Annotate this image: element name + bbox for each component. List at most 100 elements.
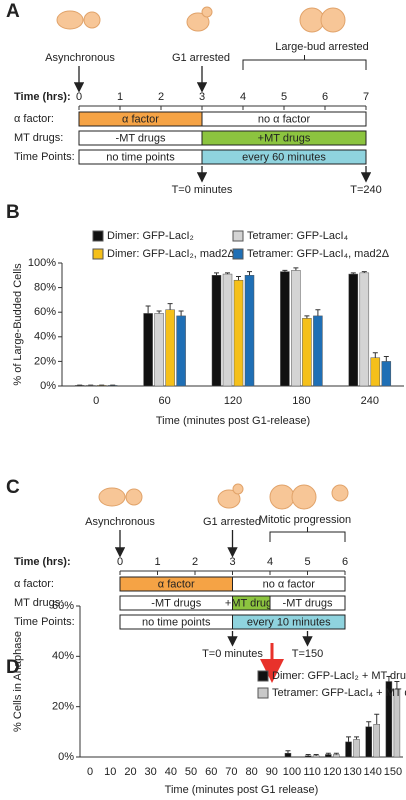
- y-tick-label: 40%: [34, 331, 56, 343]
- bar: [345, 741, 352, 758]
- row-label: MT drugs:: [14, 132, 63, 144]
- error-bar: [305, 753, 311, 756]
- x-tick-label: 130: [343, 766, 361, 778]
- x-tick-label: 60: [205, 766, 217, 778]
- error-bar: [313, 753, 319, 756]
- error-bar: [333, 752, 339, 755]
- hour-label: 2: [192, 556, 198, 568]
- time-mark: T=0 minutes: [202, 648, 263, 660]
- hour-label: 0: [76, 91, 82, 103]
- bar: [365, 726, 372, 758]
- x-tick-label: 0: [87, 766, 93, 778]
- legend-swatch: [232, 230, 244, 242]
- segment: [269, 595, 346, 611]
- legend-label: Dimer: GFP-LacI₂, mad2Δ: [107, 248, 235, 260]
- bar: [370, 357, 381, 387]
- error-bar: [214, 272, 219, 276]
- x-tick-label: 50: [185, 766, 197, 778]
- bar: [313, 315, 323, 387]
- y-axis-title: % Cells in Anaphase: [12, 631, 24, 732]
- segment-label: -MT drugs: [151, 597, 201, 609]
- legend-label: Tetramer: GFP-LacI₄, mad2Δ: [247, 248, 390, 260]
- x-tick-label: 0: [93, 395, 99, 407]
- error-bar: [304, 315, 310, 319]
- error-bar: [386, 675, 392, 682]
- x-tick-label: 20: [124, 766, 136, 778]
- bar: [222, 273, 233, 387]
- legend-label: Dimer: GFP-LacI₂ + MT drugs: [272, 670, 406, 682]
- bar: [154, 313, 164, 387]
- legend-swatch: [92, 230, 104, 242]
- error-bar: [293, 267, 299, 271]
- bracket: [242, 55, 367, 70]
- hour-label: 4: [267, 556, 273, 568]
- hour-label: 3: [199, 91, 205, 103]
- x-tick-label: 240: [361, 395, 379, 407]
- stage-label: Large-bud arrested: [275, 41, 369, 53]
- y-tick-label: 20%: [34, 355, 56, 367]
- x-tick-label: 40: [165, 766, 177, 778]
- segment-label: no α factor: [263, 578, 316, 590]
- error-bar: [366, 721, 372, 727]
- time-label: Time (hrs):: [14, 556, 71, 568]
- x-tick-label: 70: [225, 766, 237, 778]
- hour-label: 1: [154, 556, 160, 568]
- row-label: Time Points:: [14, 616, 75, 628]
- x-axis-title: Time (minutes post G1 release): [165, 784, 319, 796]
- x-tick-label: 120: [224, 395, 242, 407]
- bar: [165, 309, 175, 387]
- legend-swatch: [257, 670, 269, 682]
- bar: [359, 272, 370, 387]
- segment-label: every 60 minutes: [242, 151, 326, 163]
- y-tick-label: 40%: [52, 650, 74, 662]
- segment-label: α factor: [158, 578, 195, 590]
- segment: [201, 130, 367, 146]
- time-mark: T=240: [350, 184, 382, 196]
- y-tick-label: 0%: [40, 380, 56, 392]
- panel-label: D: [6, 657, 20, 678]
- row-label: α factor:: [14, 113, 54, 125]
- error-bar: [325, 752, 331, 755]
- x-tick-label: 140: [364, 766, 382, 778]
- row-label: MT drugs:: [14, 597, 63, 609]
- bar: [353, 739, 360, 758]
- bar: [302, 318, 312, 387]
- error-bar: [361, 271, 367, 273]
- bar: [176, 315, 186, 387]
- segment: [232, 614, 346, 630]
- panel-label: A: [6, 1, 20, 22]
- bar: [244, 275, 255, 387]
- error-bar: [374, 713, 380, 725]
- y-tick-label: 60%: [52, 600, 74, 612]
- bar: [393, 688, 401, 758]
- stage-label: G1 arrested: [172, 52, 230, 64]
- error-bar: [350, 272, 356, 275]
- time-mark: T=0 minutes: [172, 184, 233, 196]
- bar: [348, 273, 359, 387]
- error-bar: [394, 681, 400, 690]
- error-bar: [315, 309, 321, 316]
- x-tick-label: 10: [104, 766, 116, 778]
- hour-label: 2: [158, 91, 164, 103]
- x-axis-title: Time (minutes post G1-release): [156, 415, 310, 427]
- segment-label: no time points: [106, 151, 175, 163]
- error-bar: [167, 303, 173, 310]
- legend-label: Tetramer: GFP-LacI₄ + MT drugs: [272, 687, 406, 699]
- x-tick-label: 150: [384, 766, 402, 778]
- error-bar: [236, 276, 241, 281]
- panel-label: C: [6, 477, 20, 498]
- y-tick-label: 20%: [52, 701, 74, 713]
- error-bar: [285, 750, 291, 754]
- segment-label: +MT drugs: [258, 132, 311, 144]
- error-bar: [346, 736, 352, 742]
- x-tick-label: 90: [266, 766, 278, 778]
- row-label: α factor:: [14, 578, 54, 590]
- y-tick-label: 100%: [28, 257, 56, 269]
- segment-label: no time points: [142, 616, 211, 628]
- legend-swatch: [232, 248, 244, 260]
- error-bar: [372, 352, 378, 358]
- hour-label: 5: [281, 91, 287, 103]
- bar: [211, 275, 222, 387]
- bar: [280, 271, 290, 387]
